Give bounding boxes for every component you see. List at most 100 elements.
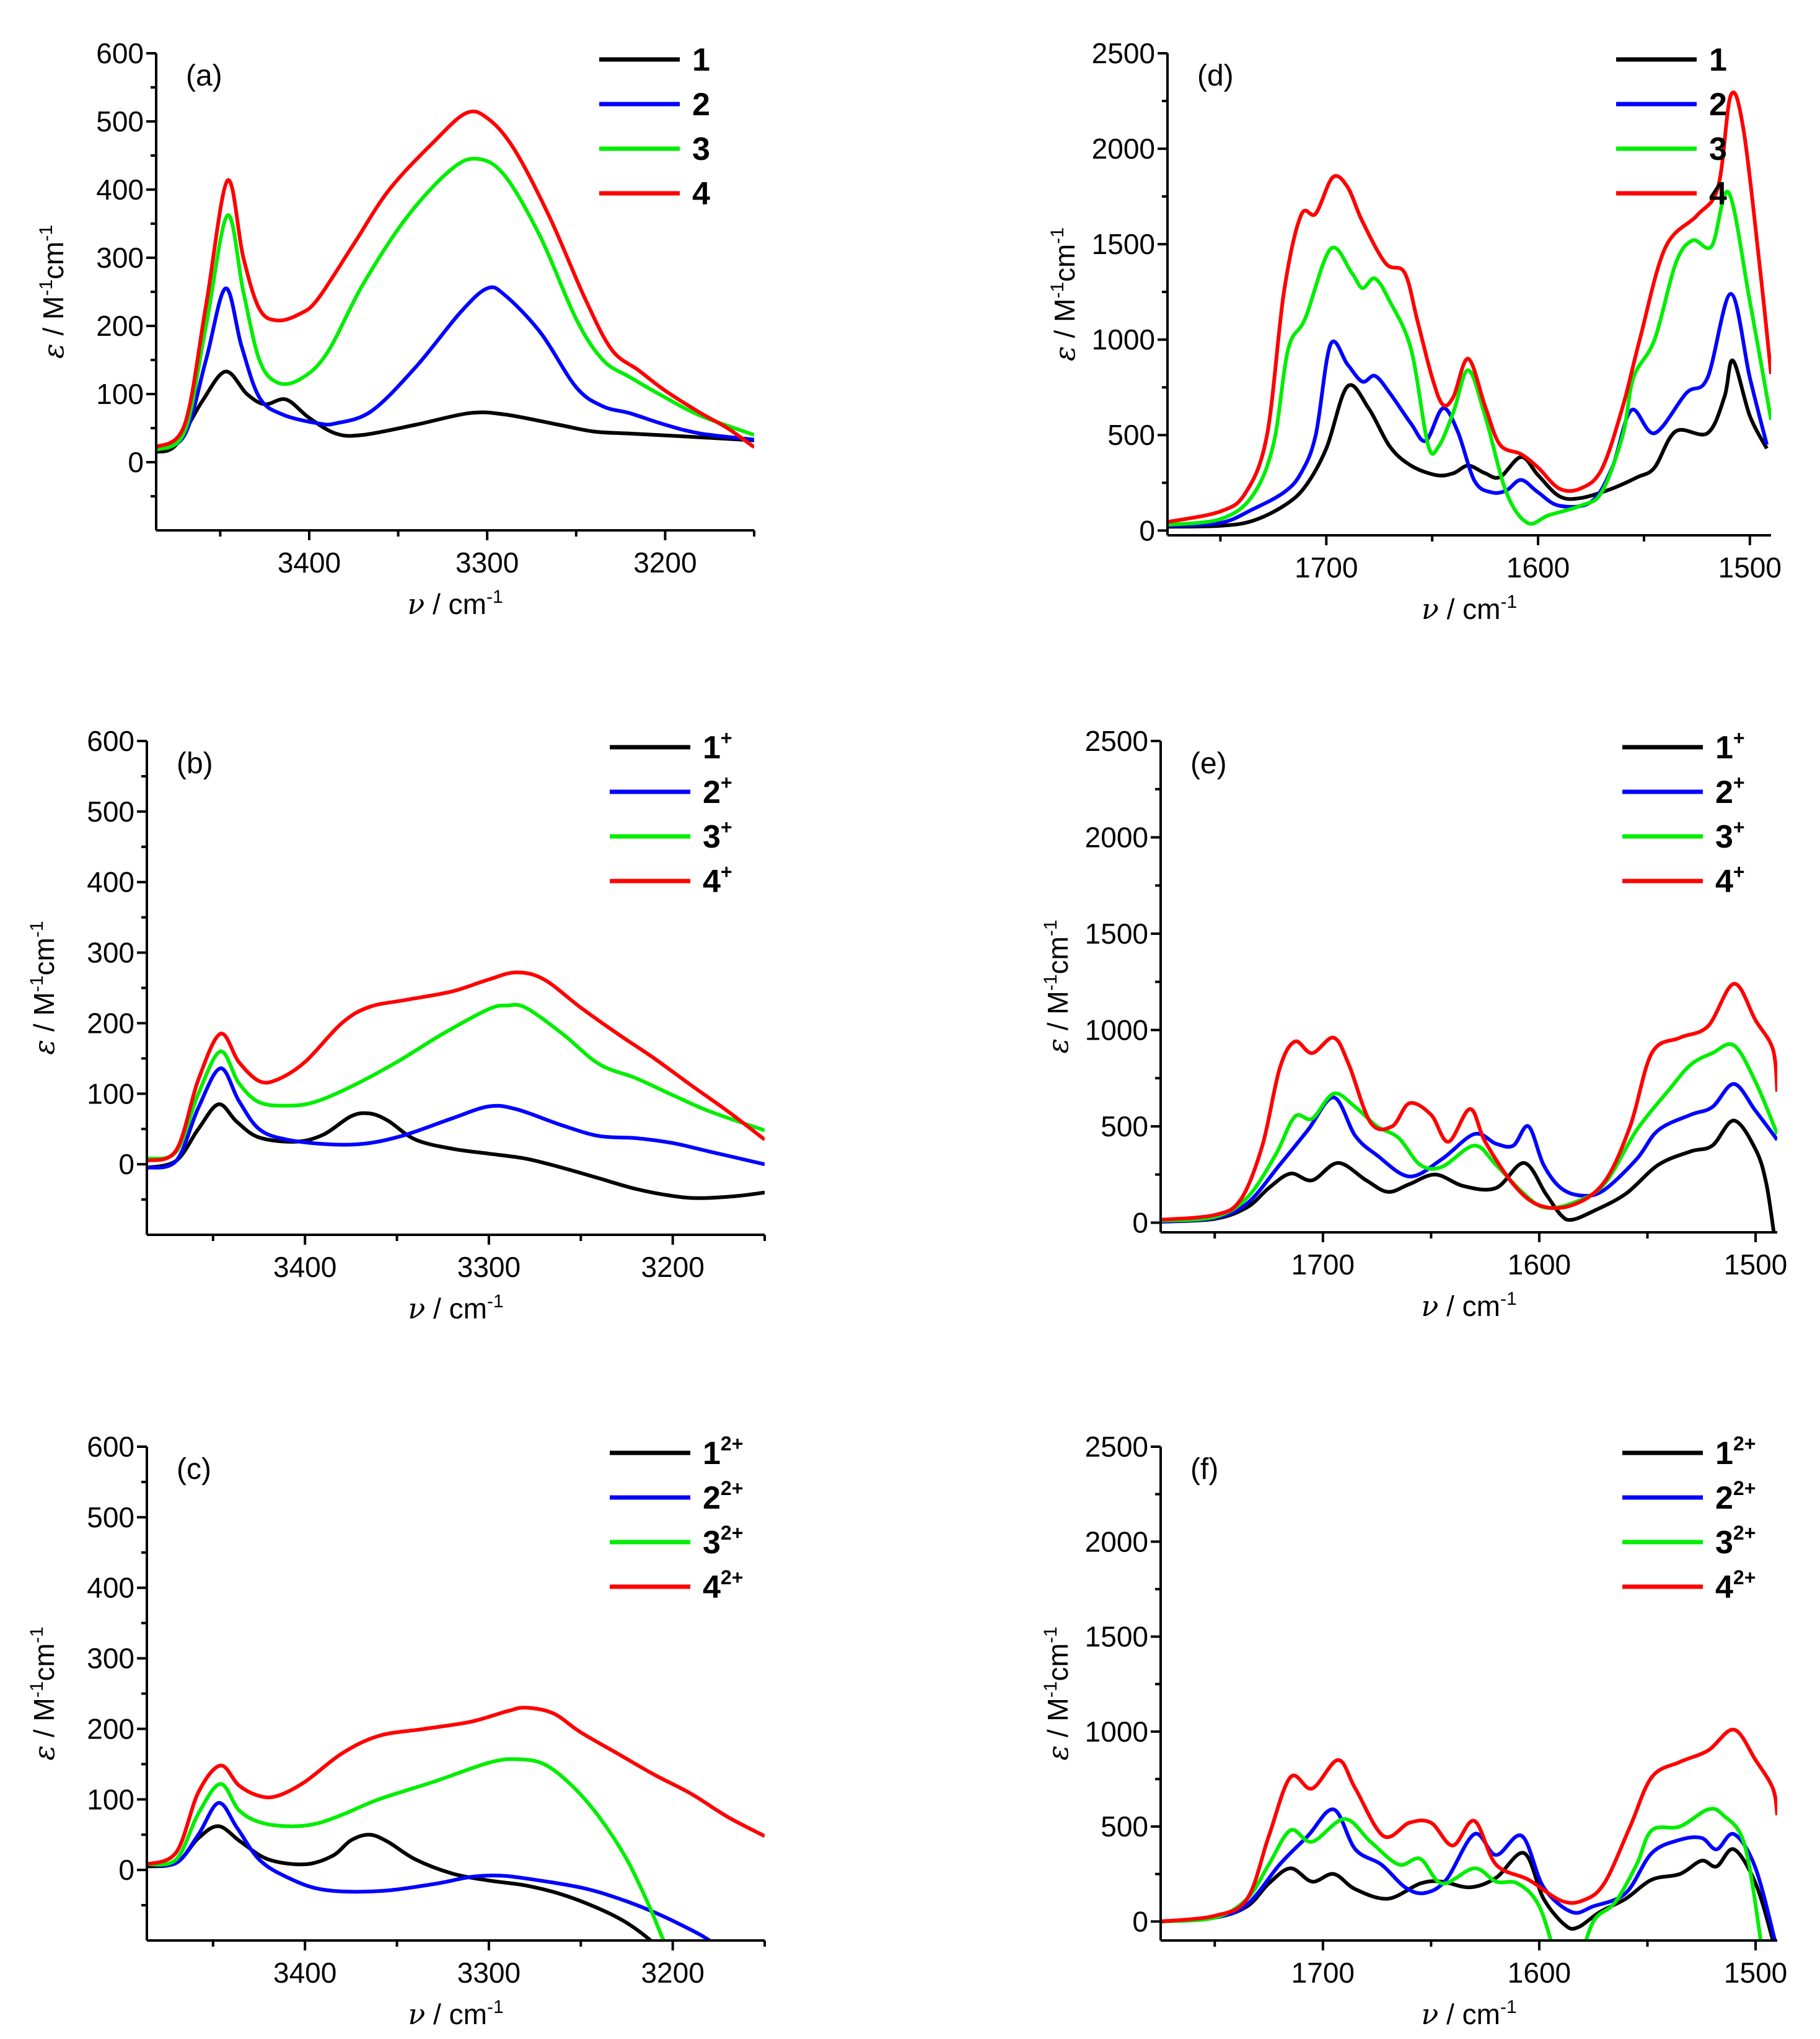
legend-item: 4+ (610, 861, 732, 900)
y-axis-unit-sup: -1 (36, 225, 56, 242)
y-axis-unit-sup: -1 (1040, 1681, 1061, 1698)
legend-item: 1+ (1622, 727, 1745, 766)
y-axis-symbol: ε (27, 1040, 61, 1055)
legend-label-name: 2 (692, 87, 710, 123)
legend-item: 3+ (1622, 816, 1745, 855)
legend-label-charge: + (1733, 861, 1745, 883)
x-axis-unit: / cm (424, 588, 486, 620)
y-axis-symbol: ε (27, 1745, 61, 1761)
y-tick-label: 300 (96, 242, 144, 274)
series-line-3 (1167, 190, 1771, 527)
x-tick-label: 3300 (457, 1957, 521, 1989)
x-tick-label: 3200 (633, 546, 697, 579)
legend-label: 1 (1709, 42, 1727, 78)
legend-label-charge: 2+ (721, 1477, 743, 1499)
x-axis-symbol: ν (1422, 592, 1439, 626)
y-axis-label: ε / M-1cm-1 (1047, 227, 1081, 361)
y-tick-label: 400 (96, 173, 144, 206)
y-tick-label: 2000 (1085, 821, 1148, 853)
x-tick-label: 1700 (1295, 551, 1358, 584)
legend-label: 2+ (1715, 771, 1745, 810)
series-line-2-plus (147, 1066, 765, 1170)
x-axis-unit: / cm (1438, 1290, 1500, 1322)
x-tick-label: 1700 (1291, 1248, 1355, 1281)
legend-label-charge: + (721, 771, 732, 794)
y-tick-label: 500 (87, 796, 134, 828)
series-line-4-2plus (1161, 1727, 1777, 1924)
series-line-3-2plus (1161, 1807, 1763, 1940)
y-tick-label: 0 (118, 1148, 134, 1180)
series-line-1-plus (147, 1102, 765, 1200)
x-axis-unit-sup: -1 (487, 1997, 504, 2017)
y-axis-label: ε / M-1cm-1 (1040, 919, 1075, 1053)
panel-label: (d) (1197, 59, 1234, 92)
legend-item: 32+ (610, 1522, 743, 1561)
x-tick-label: 3400 (273, 1251, 336, 1283)
legend-label-name: 4 (692, 176, 710, 212)
legend-item: 3 (599, 131, 710, 167)
legend-label-charge: + (1733, 816, 1745, 838)
legend-label: 3+ (1715, 816, 1745, 855)
panel-label: (f) (1190, 1453, 1218, 1486)
series-line-1-plus (1161, 1118, 1776, 1232)
series-line-2 (156, 285, 754, 452)
x-tick-label: 1700 (1291, 1957, 1355, 1989)
y-axis-unit-sup: -1 (27, 975, 47, 992)
y-tick-label: 100 (96, 378, 144, 410)
y-axis-unit: / M (1042, 991, 1074, 1038)
series-line-1-2plus (1161, 1847, 1775, 1940)
y-tick-label: 2000 (1085, 1525, 1148, 1558)
legend-label-charge: + (721, 861, 732, 883)
legend-item: 3 (1616, 131, 1727, 167)
y-axis-unit-sup: -1 (1047, 227, 1068, 244)
x-axis-unit: / cm (425, 1998, 487, 2030)
y-tick-label: 0 (1139, 514, 1155, 546)
legend-label: 1 (692, 42, 710, 78)
legend-item: 2 (599, 87, 710, 123)
legend-item: 1+ (610, 727, 732, 766)
legend-label-name: 1 (703, 1436, 721, 1471)
y-axis-unit-sup: -1 (36, 279, 56, 296)
legend-label-charge: + (721, 727, 732, 749)
legend-item: 4 (1616, 176, 1727, 212)
legend-label-charge: 2+ (721, 1432, 743, 1455)
x-tick-label: 3200 (641, 1957, 704, 1989)
y-axis-unit: cm (28, 1643, 60, 1681)
legend-label-name: 3 (703, 819, 721, 855)
legend-label-name: 2 (703, 774, 721, 810)
series-line-3-2plus (147, 1757, 666, 1940)
legend-label: 4+ (1715, 861, 1745, 900)
x-tick-label: 3300 (457, 1251, 521, 1283)
legend-label-name: 2 (1715, 1480, 1733, 1516)
series-line-1 (156, 369, 754, 454)
legend-item: 2 (1616, 87, 1727, 123)
x-tick-label: 1600 (1508, 1248, 1571, 1281)
x-axis-symbol: ν (1421, 1997, 1438, 2031)
legend-label: 12+ (1715, 1432, 1756, 1471)
legend-label: 2+ (703, 771, 732, 810)
series-line-1 (1167, 359, 1769, 529)
legend-label: 4+ (703, 861, 732, 900)
y-axis-symbol: ε (37, 343, 70, 359)
legend-label: 2 (1709, 87, 1727, 123)
y-tick-label: 500 (1107, 419, 1155, 451)
x-tick-label: 1500 (1724, 1957, 1787, 1989)
legend-label-name: 4 (1715, 864, 1733, 900)
legend-label: 42+ (1715, 1566, 1756, 1605)
y-tick-label: 2500 (1085, 1431, 1148, 1463)
legend-label-charge: 2+ (1733, 1477, 1756, 1499)
y-tick-label: 300 (87, 1642, 134, 1675)
x-tick-label: 1500 (1724, 1248, 1787, 1281)
y-axis-unit-sup: -1 (27, 1681, 47, 1698)
legend-label: 22+ (1715, 1477, 1756, 1516)
legend-item: 3+ (610, 816, 732, 855)
x-axis-unit: / cm (1438, 1998, 1500, 2030)
legend-label-name: 1 (1715, 1436, 1733, 1471)
legend-label-charge: + (1733, 727, 1745, 749)
legend-item: 12+ (1622, 1432, 1756, 1471)
x-axis-label: ν / cm-1 (1421, 1289, 1516, 1323)
x-tick-label: 1600 (1506, 551, 1570, 584)
y-tick-label: 1500 (1085, 1621, 1148, 1653)
series-line-2-2plus (1161, 1807, 1777, 1940)
